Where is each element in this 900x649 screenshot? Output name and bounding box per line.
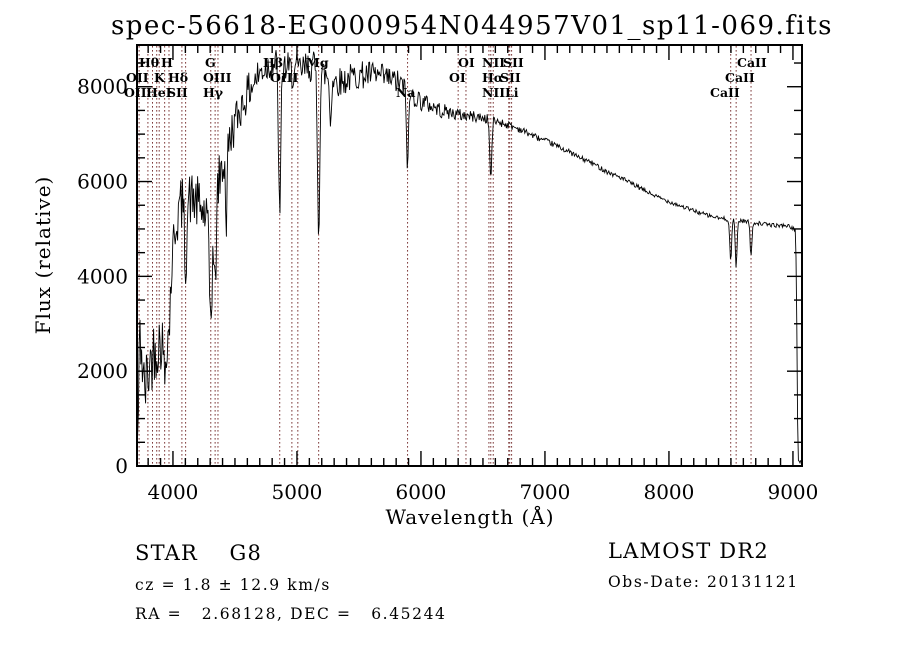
line-label: SII — [500, 70, 521, 85]
line-label: OII — [124, 85, 147, 100]
line-label: Hδ — [168, 70, 188, 85]
cz-value: cz = 1.8 ± 12.9 km/s — [135, 576, 331, 594]
line-label: CaII — [725, 70, 755, 85]
axis-ticks — [138, 46, 801, 467]
line-label: OIII — [203, 70, 232, 85]
line-label: SII — [503, 55, 524, 70]
line-label: Hθ — [139, 55, 159, 70]
line-label: NII — [482, 85, 505, 100]
plot-frame — [136, 44, 803, 467]
spectrum-trace — [137, 49, 802, 465]
line-label: HeI — [146, 85, 172, 100]
x-tick-label: 4000 — [148, 480, 199, 504]
line-label: Hγ — [203, 85, 224, 100]
line-label: CaII — [710, 85, 740, 100]
x-tick-label: 7000 — [519, 480, 570, 504]
y-tick-label: 4000 — [77, 264, 128, 288]
x-tick-label: 9000 — [767, 480, 818, 504]
line-label: OI — [458, 55, 475, 70]
line-label: Hα — [482, 70, 504, 85]
survey-label: LAMOST DR2 — [608, 539, 769, 563]
line-label: SII — [167, 85, 188, 100]
x-axis-label: Wavelength (Å) — [385, 504, 554, 529]
plot-title: spec-56618-EG000954N044957V01_sp11-069.f… — [111, 11, 833, 41]
y-tick-label: 6000 — [77, 170, 128, 194]
x-tick-label: 5000 — [272, 480, 323, 504]
line-label: H — [161, 55, 173, 70]
y-axis-label: Flux (relative) — [31, 176, 55, 335]
y-tick-label: 2000 — [77, 359, 128, 383]
line-label: G — [205, 55, 216, 70]
axis-tick-labels: 4000 5000 6000 7000 8000 9000 0 2000 4000 6000 800… — [77, 75, 818, 504]
x-tick-label: 8000 — [643, 480, 694, 504]
object-class-label: STAR G8 — [135, 541, 263, 565]
x-tick-label: 6000 — [396, 480, 447, 504]
line-label: NII — [482, 55, 505, 70]
y-tick-label: 0 — [115, 454, 128, 478]
spectral-line-markers — [138, 46, 752, 465]
line-label: Mg — [306, 55, 329, 70]
line-label: OI — [449, 70, 466, 85]
line-label: Li — [505, 85, 519, 100]
obs-date-value: Obs-Date: 20131121 — [608, 573, 799, 591]
line-label: K — [154, 70, 166, 85]
y-tick-label: 8000 — [77, 75, 128, 99]
ra-dec-value: RA = 2.68128, DEC = 6.45244 — [135, 605, 447, 623]
line-label: CaII — [737, 55, 767, 70]
